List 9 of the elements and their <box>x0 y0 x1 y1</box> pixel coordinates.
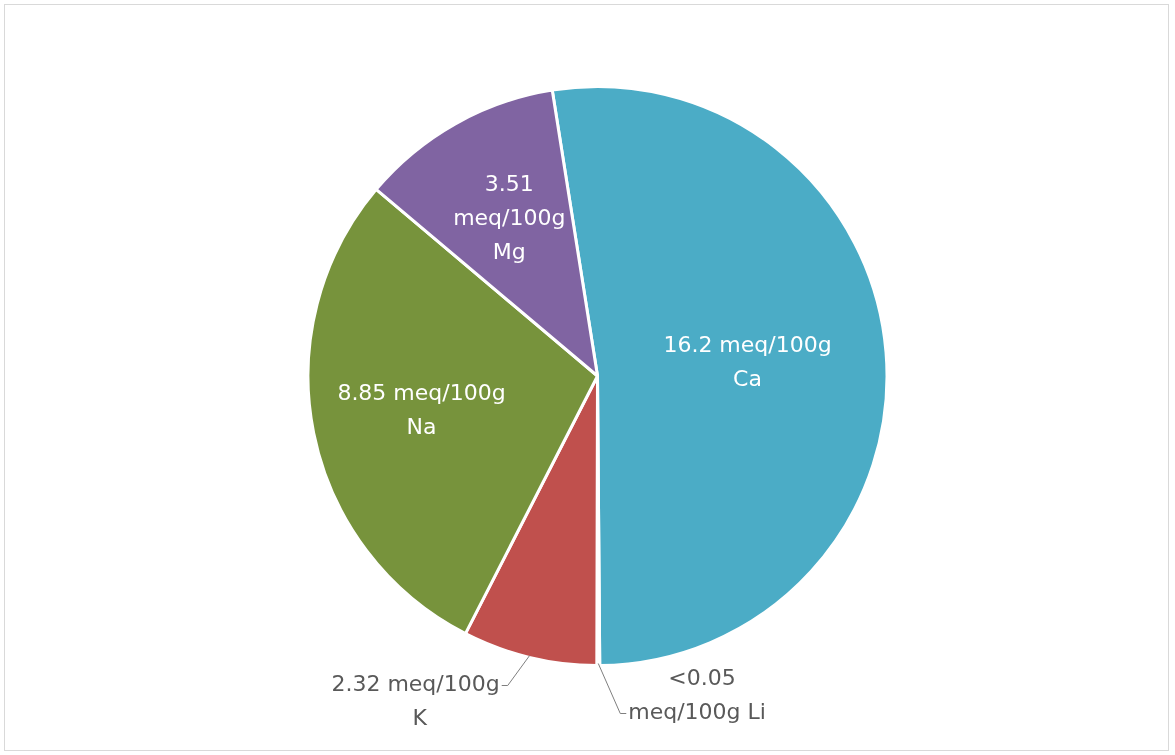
slice-label: <0.05 meq/100g Li <box>628 665 766 725</box>
slice-label: Mg <box>492 239 526 265</box>
data-label: 16.2 meq/100g <box>663 332 832 358</box>
slice-label: K <box>412 705 428 731</box>
slice-label: Ca <box>733 366 762 392</box>
slice-label: Na <box>406 414 437 440</box>
data-label: 8.85 meq/100g <box>337 380 506 406</box>
data-label: 2.32 meq/100g <box>331 671 500 697</box>
data-label: 3.51 meq/100g <box>453 171 566 231</box>
